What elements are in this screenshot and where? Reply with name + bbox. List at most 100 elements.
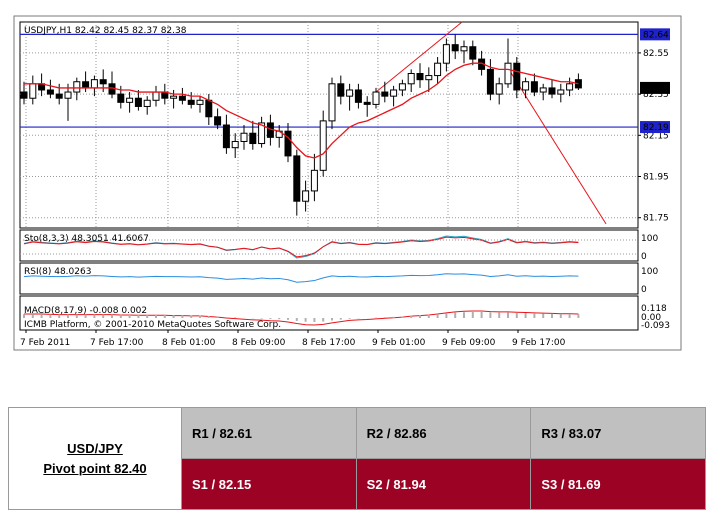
stochastic-scale-min: 0	[641, 252, 647, 262]
level-label-1: 82.38	[643, 84, 669, 94]
candle-body-60	[548, 87, 556, 95]
candle-body-30	[284, 130, 292, 157]
level-box-2	[640, 121, 670, 134]
candle-body-59	[539, 87, 547, 93]
candle-body-47	[434, 62, 442, 77]
r2-cell: R2 / 82.86	[355, 407, 532, 459]
macd-scale-min: -0.093	[641, 321, 670, 331]
time-label-1: 7 Feb 17:00	[90, 338, 144, 348]
candle-body-61	[557, 89, 565, 95]
candle-body-44	[407, 73, 415, 85]
s2-cell: S2 / 81.94	[355, 458, 532, 510]
candle-body-4	[55, 93, 63, 99]
r3-cell: R3 / 83.07	[530, 407, 706, 459]
pivot-title-cell: USD/JPY Pivot point 82.40	[8, 407, 182, 510]
candle-body-55	[504, 62, 512, 85]
candle-body-9	[99, 79, 107, 85]
watermark: ICMB Platform, © 2001-2010 MetaQuotes So…	[24, 320, 281, 330]
candle-body-43	[398, 83, 406, 91]
price-tick-label-0: 82.55	[643, 49, 669, 59]
rsi-line	[23, 273, 579, 283]
macd-lines	[23, 310, 580, 326]
candle-body-11	[117, 93, 125, 103]
candle-body-34	[319, 120, 327, 171]
macd-scale-zero: 0.00	[641, 313, 661, 323]
candle-body-18	[178, 95, 186, 101]
chart-header: USDJPY,H1 82.42 82.45 82.37 82.38	[24, 26, 187, 36]
stochastic-label: Sto(8,3,3) 48.3051 41.6067	[24, 234, 149, 244]
candle-body-58	[530, 81, 538, 93]
candle-body-51	[469, 46, 477, 60]
candle-body-27	[258, 122, 266, 145]
r1-cell: R1 / 82.61	[181, 407, 357, 459]
candle-body-13	[134, 97, 142, 107]
candle-body-33	[310, 169, 318, 192]
s1-cell: S1 / 82.15	[181, 458, 357, 510]
rsi-label: RSI(8) 48.0263	[24, 267, 91, 277]
candle-body-54	[495, 83, 503, 95]
candle-body-45	[416, 73, 424, 81]
candle-body-23	[222, 124, 230, 149]
pivot-table: USD/JPY Pivot point 82.40 R1 / 82.61 R2 …	[8, 407, 706, 510]
time-label-3: 8 Feb 09:00	[232, 338, 286, 348]
candles	[20, 34, 582, 216]
candle-body-40	[372, 91, 380, 105]
pivot-pair: USD/JPY	[67, 440, 123, 456]
candle-body-25	[240, 132, 248, 142]
price-axis: 82.55 82.35 82.15 81.95 81.75 82.64 82.38 82.19	[638, 28, 670, 224]
sto-signal-line	[23, 236, 579, 258]
trend-line-down	[504, 62, 607, 225]
candle-body-14	[143, 99, 151, 107]
price-tick-label-2: 82.15	[643, 131, 669, 141]
candle-body-7	[82, 81, 90, 89]
candle-body-48	[442, 44, 450, 64]
candle-body-20	[196, 99, 204, 105]
candle-body-56	[513, 62, 521, 91]
time-label-0: 7 Feb 2011	[20, 338, 70, 348]
candle-body-0	[20, 91, 28, 99]
macd-scale-max: 0.118	[641, 304, 667, 314]
time-label-6: 9 Feb 09:00	[442, 338, 496, 348]
candle-body-36	[337, 83, 345, 97]
level-box-1	[640, 81, 670, 94]
candle-body-24	[231, 140, 239, 149]
trend-lines	[375, 21, 607, 225]
macd-signal-line	[24, 310, 579, 326]
candle-body-38	[354, 89, 362, 103]
candle-body-3	[46, 89, 54, 95]
candle-body-42	[390, 89, 398, 97]
stochastic-panel	[19, 229, 639, 262]
candle-body-37	[346, 89, 354, 97]
candle-body-46	[425, 75, 433, 81]
moving-average	[24, 62, 579, 159]
candle-body-5	[64, 91, 72, 99]
candle-body-26	[249, 132, 257, 145]
main-panel	[19, 21, 639, 229]
candle-body-22	[214, 116, 222, 126]
time-label-5: 9 Feb 01:00	[372, 338, 426, 348]
ma-line	[24, 62, 579, 159]
level-box-0	[640, 28, 670, 41]
s3-cell: S3 / 81.69	[530, 458, 706, 510]
candle-body-50	[460, 46, 468, 52]
time-axis: 7 Feb 2011 7 Feb 17:00 8 Feb 01:00 8 Feb 09…	[20, 330, 566, 348]
price-tick-label-3: 81.95	[643, 173, 669, 183]
candle-body-32	[302, 190, 310, 202]
level-label-0: 82.64	[643, 30, 669, 40]
stochastic-lines	[20, 235, 638, 259]
candle-body-21	[205, 99, 213, 118]
candle-body-19	[187, 99, 195, 105]
candle-body-62	[566, 83, 574, 91]
candle-body-8	[90, 79, 98, 89]
level-lines	[20, 33, 638, 128]
time-label-7: 9 Feb 17:00	[512, 338, 566, 348]
candle-body-57	[522, 81, 530, 91]
candle-body-1	[29, 83, 37, 99]
trend-line-up	[375, 21, 463, 93]
rsi-scale-max: 100	[641, 267, 658, 277]
candle-body-17	[170, 95, 178, 99]
level-label-2: 82.19	[643, 123, 669, 133]
pivot-point: Pivot point 82.40	[43, 460, 147, 476]
rsi-panel	[19, 262, 639, 295]
price-chart[interactable]: USDJPY,H1 82.42 82.45 82.37 82.38 82.55 8…	[0, 0, 714, 360]
